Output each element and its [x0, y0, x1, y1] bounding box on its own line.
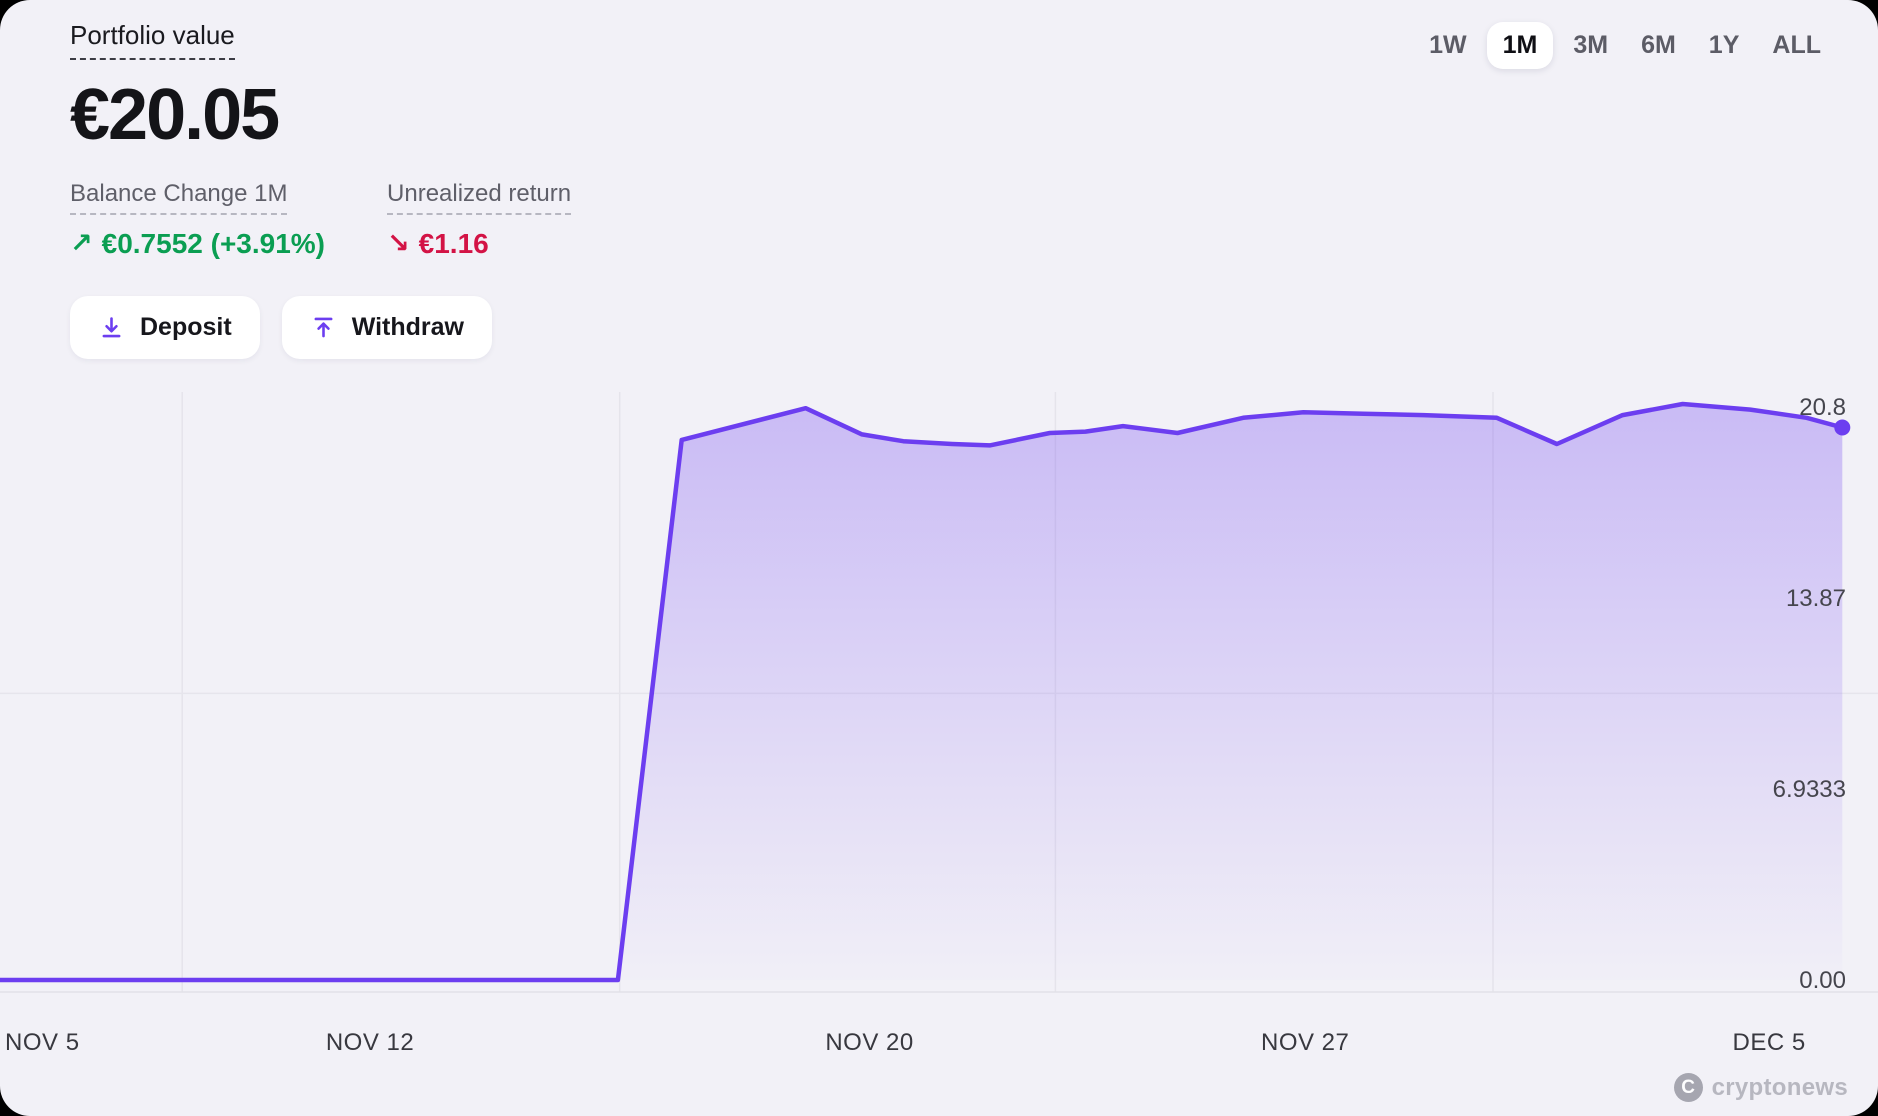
- withdraw-button[interactable]: Withdraw: [281, 295, 492, 359]
- deposit-button-label: Deposit: [140, 312, 232, 341]
- x-axis-label: DEC 5: [1733, 1029, 1806, 1056]
- stats-row: Balance Change 1M ↗ €0.7552 (+3.91%) Unr…: [70, 180, 572, 260]
- action-buttons: Deposit Withdraw: [70, 295, 571, 359]
- stat-balance-change-value: ↗ €0.7552 (+3.91%): [70, 228, 325, 260]
- page-title[interactable]: Portfolio value: [70, 20, 235, 60]
- x-axis-label: NOV 5: [5, 1029, 80, 1056]
- y-axis-label: 13.87: [1786, 585, 1846, 612]
- y-axis-label: 0.00: [1799, 967, 1846, 994]
- time-range-tabs: 1W 1M 3M 6M 1Y ALL: [1416, 22, 1834, 69]
- portfolio-value: €20.05: [70, 75, 280, 155]
- chart-line: [0, 401, 1845, 983]
- x-axis-label: NOV 20: [825, 1029, 913, 1056]
- y-axis-label: 20.8: [1799, 394, 1846, 421]
- withdraw-icon: [314, 317, 333, 337]
- range-tab-3m[interactable]: 3M: [1573, 31, 1609, 59]
- chart-area-fill: [0, 404, 1843, 980]
- portfolio-header: Portfolio value €20.05 Balance Change 1M…: [70, 20, 572, 359]
- stat-balance-change-amount: €0.7552 (+3.91%): [101, 227, 326, 259]
- stat-unrealized-return-amount: €1.16: [418, 227, 489, 259]
- stat-unrealized-return: Unrealized return ↘ €1.16: [387, 180, 572, 260]
- x-axis-label: NOV 12: [326, 1029, 414, 1056]
- stat-unrealized-return-label[interactable]: Unrealized return: [387, 180, 572, 215]
- chart-endpoint-dot: [1834, 419, 1851, 436]
- stat-unrealized-return-value: ↘ €1.16: [387, 228, 571, 260]
- stat-balance-change-label[interactable]: Balance Change 1M: [70, 180, 288, 215]
- watermark-text: cryptonews: [1711, 1073, 1848, 1101]
- withdraw-button-label: Withdraw: [351, 312, 464, 341]
- range-tab-all[interactable]: ALL: [1772, 31, 1821, 59]
- arrow-down-right-icon: ↘: [387, 228, 410, 259]
- range-tab-1y[interactable]: 1Y: [1708, 31, 1740, 59]
- range-tab-1w[interactable]: 1W: [1429, 31, 1467, 59]
- stat-balance-change: Balance Change 1M ↗ €0.7552 (+3.91%): [70, 180, 325, 260]
- range-tab-1m[interactable]: 1M: [1486, 22, 1554, 69]
- watermark: C cryptonews: [1673, 1073, 1848, 1102]
- y-axis-label: 6.9333: [1773, 776, 1846, 803]
- deposit-button[interactable]: Deposit: [70, 295, 260, 359]
- x-axis-label: NOV 27: [1261, 1029, 1349, 1056]
- arrow-up-right-icon: ↗: [70, 228, 93, 259]
- portfolio-chart[interactable]: 20.8 13.87 6.9333 0.00 NOV 5 NOV 12 NOV 20 NOV …: [0, 370, 1878, 1116]
- cryptonews-logo-icon: C: [1673, 1073, 1703, 1102]
- deposit-icon: [102, 316, 121, 337]
- range-tab-6m[interactable]: 6M: [1641, 31, 1676, 59]
